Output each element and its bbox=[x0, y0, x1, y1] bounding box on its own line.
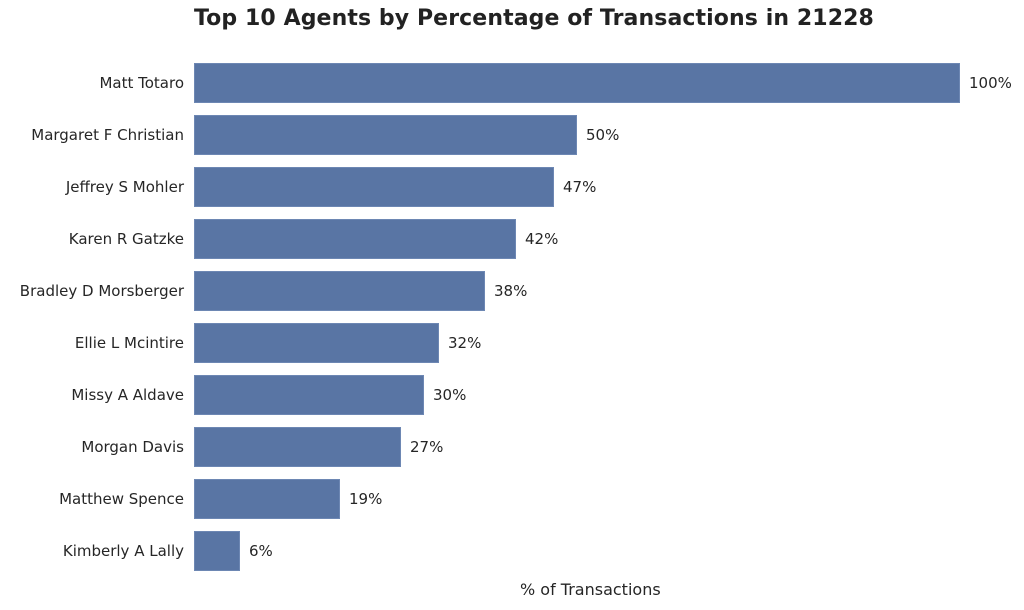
value-label: 19% bbox=[349, 490, 383, 508]
bar-row: Kimberly A Lally 6% bbox=[0, 531, 1024, 571]
chart-title: Top 10 Agents by Percentage of Transacti… bbox=[194, 6, 874, 31]
category-label: Margaret F Christian bbox=[31, 126, 184, 144]
value-label: 32% bbox=[448, 334, 482, 352]
bar bbox=[194, 115, 577, 155]
bar bbox=[194, 427, 401, 467]
value-label: 100% bbox=[969, 74, 1012, 92]
category-label: Ellie L Mcintire bbox=[74, 334, 184, 352]
value-label: 50% bbox=[586, 126, 620, 144]
bar-row: Ellie L Mcintire 32% bbox=[0, 323, 1024, 363]
category-label: Karen R Gatzke bbox=[68, 230, 184, 248]
category-label: Missy A Aldave bbox=[71, 386, 184, 404]
bar bbox=[194, 323, 439, 363]
category-label: Morgan Davis bbox=[81, 438, 184, 456]
category-label: Bradley D Morsberger bbox=[19, 282, 184, 300]
bar-row: Margaret F Christian 50% bbox=[0, 115, 1024, 155]
category-label: Matt Totaro bbox=[99, 74, 184, 92]
value-label: 47% bbox=[563, 178, 597, 196]
bar-row: Morgan Davis 27% bbox=[0, 427, 1024, 467]
bar bbox=[194, 375, 424, 415]
category-label: Jeffrey S Mohler bbox=[65, 178, 184, 196]
bar bbox=[194, 479, 340, 519]
value-label: 6% bbox=[249, 542, 273, 560]
bar-row: Matt Totaro 100% bbox=[0, 63, 1024, 103]
bar-row: Jeffrey S Mohler 47% bbox=[0, 167, 1024, 207]
bar-row: Karen R Gatzke 42% bbox=[0, 219, 1024, 259]
bar bbox=[194, 271, 485, 311]
value-label: 30% bbox=[433, 386, 467, 404]
bar-row: Bradley D Morsberger 38% bbox=[0, 271, 1024, 311]
value-label: 38% bbox=[494, 282, 528, 300]
x-axis-label: % of Transactions bbox=[520, 580, 661, 599]
category-label: Matthew Spence bbox=[59, 490, 184, 508]
category-label: Kimberly A Lally bbox=[62, 542, 184, 560]
bar-row: Matthew Spence 19% bbox=[0, 479, 1024, 519]
value-label: 42% bbox=[525, 230, 559, 248]
bar bbox=[194, 63, 960, 103]
bar bbox=[194, 167, 554, 207]
bar bbox=[194, 219, 516, 259]
bar bbox=[194, 531, 240, 571]
value-label: 27% bbox=[410, 438, 444, 456]
bar-row: Missy A Aldave 30% bbox=[0, 375, 1024, 415]
